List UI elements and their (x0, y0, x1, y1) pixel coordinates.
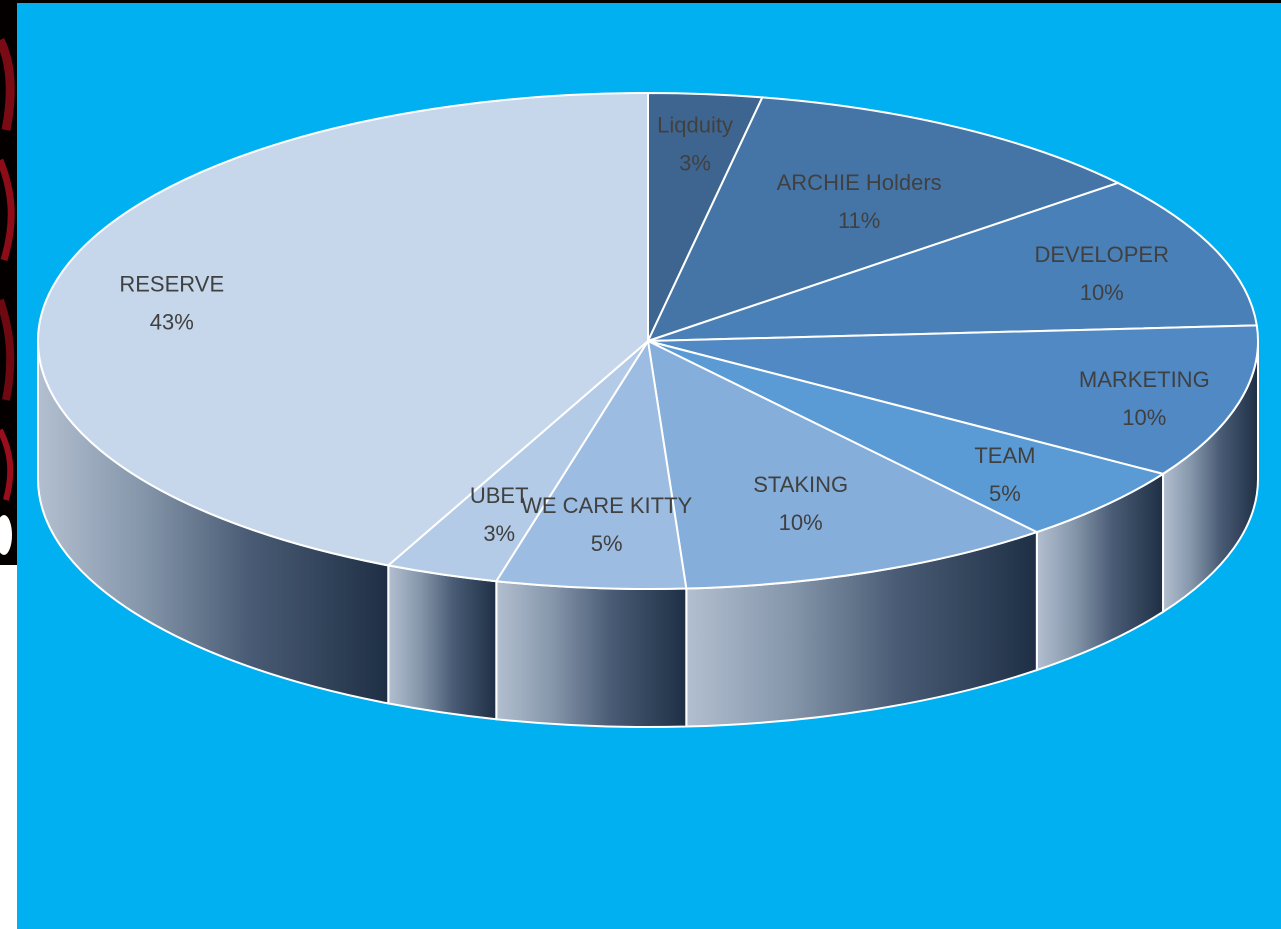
pie-label-team: TEAM 5% (974, 443, 1035, 506)
pie-label-name: DEVELOPER (1034, 242, 1169, 267)
pie-slice-marketing[interactable] (647, 324, 1259, 475)
pie-label-reserve: RESERVE 43% (119, 272, 224, 335)
pie-wall-we-care-kitty (495, 580, 688, 729)
pie-slice-archie-holders[interactable] (647, 96, 1120, 342)
pie-label-value: 10% (779, 510, 823, 535)
pie-label-marketing: MARKETING 10% (1079, 367, 1210, 430)
pie-slice-team[interactable] (647, 340, 1165, 534)
pie-label-value: 3% (483, 521, 515, 546)
pie-label-value: 10% (1122, 405, 1166, 430)
pie-label-name: Liqduity (657, 113, 733, 138)
pie-label-staking: STAKING 10% (753, 472, 848, 535)
pie-label-value: 10% (1080, 280, 1124, 305)
pie-label-name: STAKING (753, 472, 848, 497)
pie-slice-developer[interactable] (647, 181, 1258, 342)
pie-label-name: ARCHIE Holders (777, 170, 942, 195)
pie-label-archie-holders: ARCHIE Holders 11% (777, 170, 942, 233)
pie-label-we-care-kitty: WE CARE KITTY 5% (521, 493, 692, 556)
pie-label-value: 43% (150, 310, 194, 335)
pie-label-name: UBET (470, 483, 529, 508)
pie-label-liqduity: Liqduity 3% (657, 113, 733, 176)
pie-label-developer: DEVELOPER 10% (1034, 242, 1169, 305)
pie-wall-ubet (387, 564, 498, 721)
pie-slice-staking[interactable] (647, 340, 1038, 590)
pie-label-value: 3% (679, 151, 711, 176)
pie-slice-reserve[interactable] (37, 92, 649, 567)
pie-label-name: MARKETING (1079, 367, 1210, 392)
pie-label-value: 5% (989, 481, 1021, 506)
pie-label-name: RESERVE (119, 272, 224, 297)
pie-label-ubet: UBET 3% (470, 483, 529, 546)
pie-label-value: 11% (838, 208, 880, 233)
pie-label-name: WE CARE KITTY (521, 493, 692, 518)
pie-label-name: TEAM (974, 443, 1035, 468)
pie-label-value: 5% (591, 531, 623, 556)
pie-slice-we-care-kitty[interactable] (495, 340, 688, 591)
